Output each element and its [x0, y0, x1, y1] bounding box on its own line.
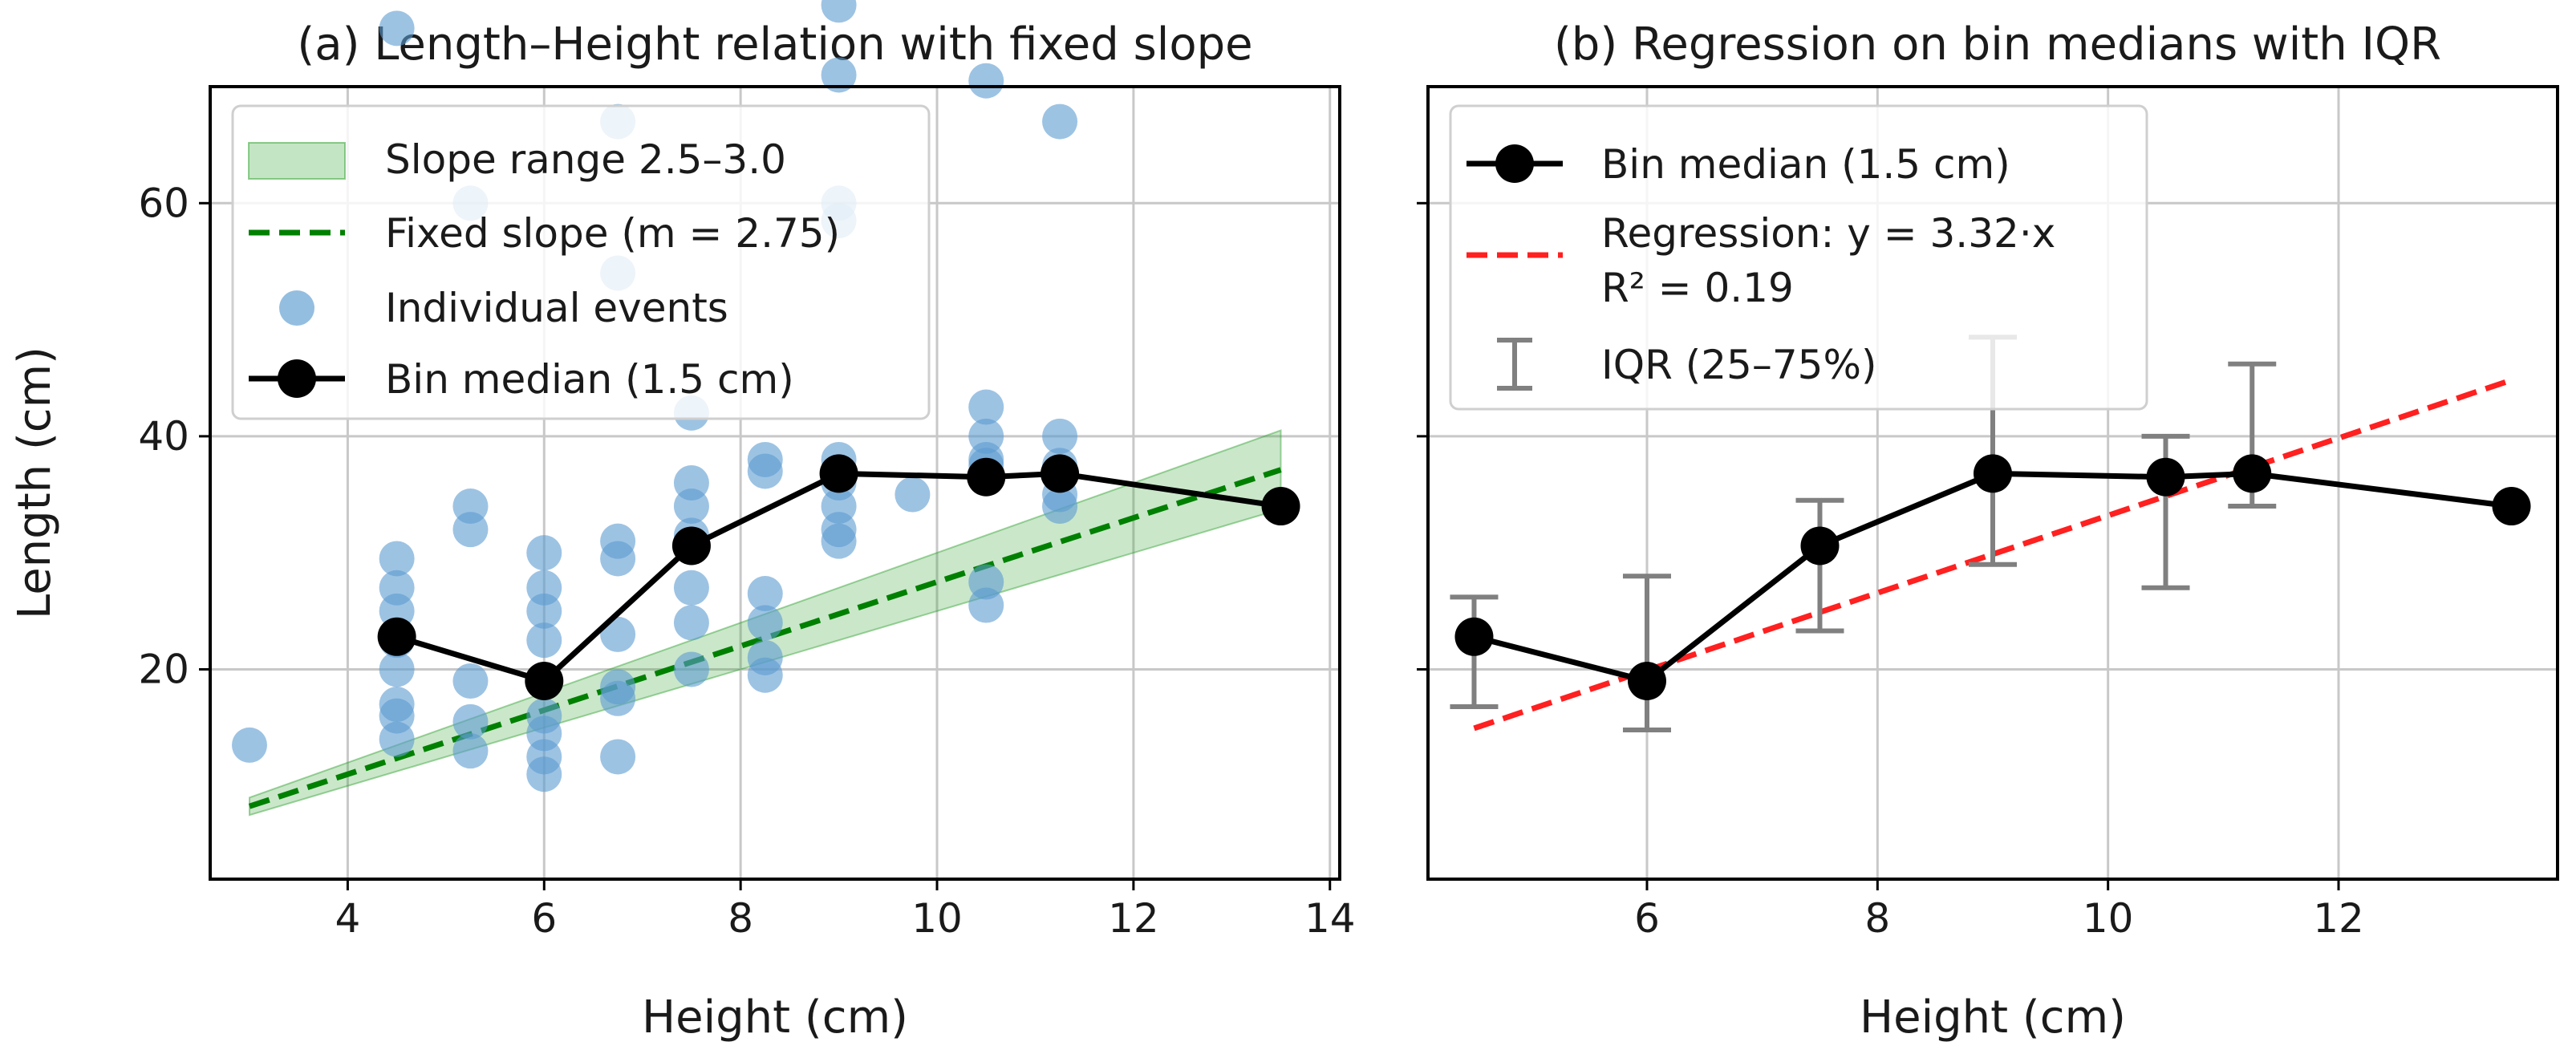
panel-b-frame: [1426, 85, 2559, 881]
event-point: [526, 756, 562, 793]
bin-median-point-b: [1974, 454, 2012, 493]
event-point: [600, 541, 636, 577]
panel-a-scatter-layer: [231, 0, 1299, 793]
panel-a-ytick-label: 40: [138, 413, 189, 460]
panel-a-ylabel: Length (cm): [9, 347, 61, 619]
legend-b-median-label: Bin median (1.5 cm): [1601, 141, 2010, 188]
panel-b: (b) Regression on bin medians with IQR 6…: [1417, 18, 2559, 1044]
iqr-bar: [1795, 497, 1844, 634]
bin-median-point: [967, 457, 1006, 497]
event-point: [1042, 103, 1078, 140]
bin-median-point: [1261, 487, 1300, 526]
legend-events-swatch: [279, 290, 314, 326]
panel-a: (a) Length–Height relation with fixed sl…: [9, 0, 1356, 1044]
event-point: [968, 587, 1004, 623]
legend-median-label: Bin median (1.5 cm): [385, 356, 794, 403]
event-point: [747, 576, 783, 612]
event-point: [379, 651, 415, 687]
panel-a-xtick-label: 12: [1108, 895, 1159, 942]
event-point: [452, 512, 489, 548]
event-point: [600, 616, 636, 652]
panel-a-xtick-label: 14: [1304, 895, 1356, 942]
event-point: [379, 10, 415, 47]
event-point: [600, 680, 636, 716]
event-point: [821, 0, 857, 23]
bin-median-point: [525, 662, 564, 700]
panel-a-xtick-label: 8: [728, 895, 753, 942]
panel-a-median-layer: [377, 454, 1300, 700]
legend-band-swatch: [248, 142, 346, 180]
bin-median-point: [671, 526, 711, 566]
panel-b-median-layer: [1454, 454, 2531, 700]
event-point: [968, 63, 1004, 99]
panel-a-title: (a) Length–Height relation with fixed sl…: [297, 18, 1252, 71]
event-point: [895, 476, 931, 513]
event-point: [452, 733, 489, 769]
event-point: [821, 57, 857, 93]
panel-a-fixed-slope-layer: [248, 467, 1282, 809]
bin-median-point-b: [2492, 487, 2531, 526]
panel-a-ytick-label: 20: [138, 646, 189, 692]
panel-a-legend: Slope range 2.5–3.0 Fixed slope (m = 2.7…: [231, 104, 931, 420]
event-point: [673, 488, 709, 525]
event-point: [968, 389, 1004, 425]
panel-b-xtick-label: 10: [2083, 895, 2134, 942]
panel-a-ytick-label: 60: [138, 180, 189, 226]
event-point: [673, 651, 709, 687]
bin-median-point-b: [1454, 617, 1494, 656]
bin-median-point: [1041, 454, 1080, 493]
event-point: [526, 593, 562, 629]
legend-b-regression-label: Regression: y = 3.32·x: [1601, 210, 2055, 257]
legend-band-label: Slope range 2.5–3.0: [385, 136, 786, 183]
event-point: [673, 605, 709, 641]
panel-b-legend-box: [1449, 104, 2148, 411]
event-point: [1042, 418, 1078, 454]
panel-b-legend: Bin median (1.5 cm) Regression: y = 3.32…: [1449, 104, 2148, 411]
event-point: [673, 570, 709, 606]
legend-b-median-swatch: [1495, 144, 1534, 183]
panel-a-xtick-label: 10: [911, 895, 963, 942]
panel-b-xtick-label: 8: [1864, 895, 1890, 942]
fixed-slope-line: [248, 467, 1282, 809]
event-point: [379, 721, 415, 757]
legend-events-label: Individual events: [385, 285, 728, 331]
iqr-bar: [1622, 574, 1671, 733]
panel-a-xtick-label: 4: [335, 895, 361, 942]
event-point: [821, 523, 857, 559]
panel-a-ticks: 4 6 8 10 12 14 20 40 60: [138, 180, 1355, 942]
event-point: [747, 605, 783, 641]
panel-b-xtick-label: 6: [1634, 895, 1660, 942]
panel-a-legend-box: [231, 104, 931, 420]
event-point: [747, 453, 783, 489]
panel-a-xtick-label: 6: [531, 895, 557, 942]
bin-median-point-b: [2233, 454, 2272, 493]
bin-median-point-b: [1627, 662, 1666, 700]
panel-b-xlabel: Height (cm): [1860, 991, 2126, 1044]
event-point: [526, 622, 562, 659]
bin-median-point: [377, 617, 416, 656]
bin-median-point: [819, 454, 858, 493]
event-point: [379, 541, 415, 577]
event-point: [1042, 488, 1078, 525]
legend-b-iqr-swatch: [1497, 338, 1532, 391]
panel-a-xlabel: Height (cm): [642, 991, 908, 1044]
event-point: [747, 657, 783, 693]
event-point: [526, 535, 562, 571]
panel-b-xtick-label: 12: [2313, 895, 2364, 942]
bin-median-point-b: [1800, 526, 1840, 566]
legend-fixed-label: Fixed slope (m = 2.75): [385, 210, 840, 257]
bin-median-point-b: [2146, 457, 2185, 497]
panel-b-title: (b) Regression on bin medians with IQR: [1554, 18, 2441, 71]
event-point: [452, 703, 489, 740]
panel-b-ticks: 6 8 10 12: [1417, 201, 2364, 942]
event-point: [600, 739, 636, 775]
legend-b-iqr-label: IQR (25–75%): [1601, 342, 1877, 388]
legend-b-regression-r2: R² = 0.19: [1601, 265, 1794, 311]
event-point: [231, 727, 267, 763]
legend-median-swatch: [278, 359, 316, 398]
panel-a-frame: [209, 85, 1341, 881]
event-point: [452, 663, 489, 699]
